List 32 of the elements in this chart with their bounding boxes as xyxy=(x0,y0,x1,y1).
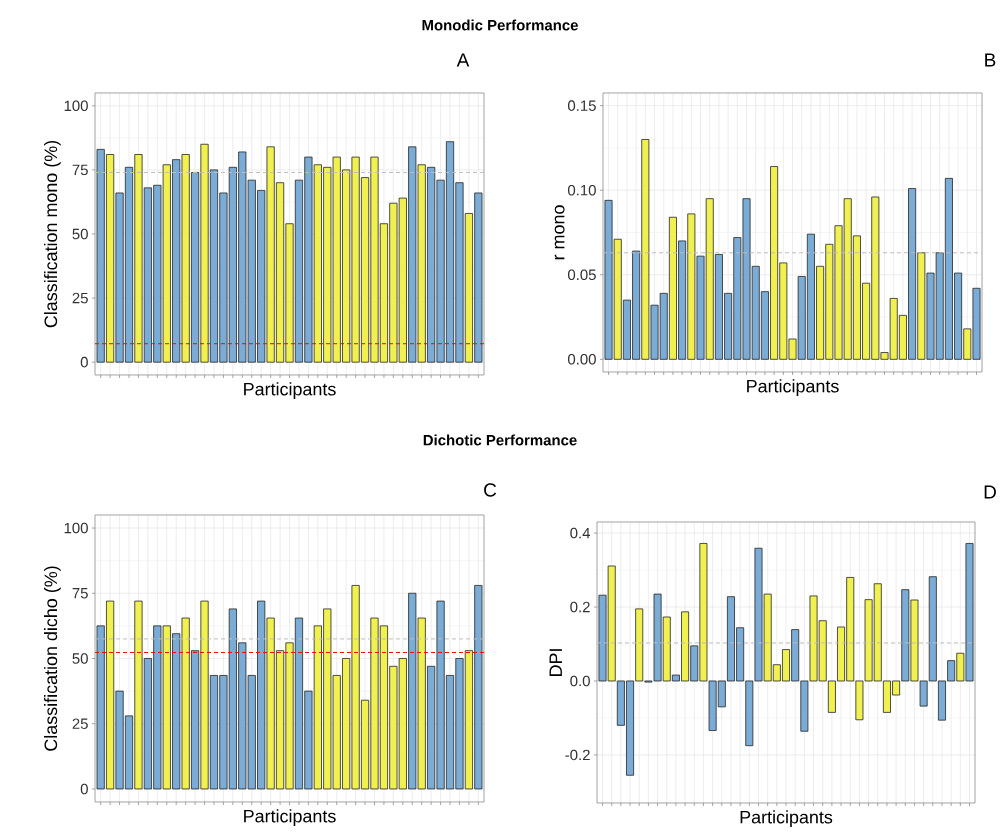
y-tick-label: 0.4 xyxy=(570,527,591,539)
y-tick-label: 25 xyxy=(72,718,88,729)
y-tick-label: 75 xyxy=(72,588,88,599)
y-tick-label: 100 xyxy=(64,522,88,534)
y-tick-label: 75 xyxy=(72,164,88,176)
y-tick-label: 0 xyxy=(80,356,88,368)
x-axis-title: Participants xyxy=(244,809,336,827)
text: B xyxy=(985,53,996,67)
y-tick-label: 0.15 xyxy=(567,100,596,111)
y-tick-label: -0.2 xyxy=(565,749,590,761)
y-axis-title: r mono xyxy=(554,205,565,260)
x-axis-title: Participants xyxy=(740,810,833,828)
y-tick-label: 25 xyxy=(72,292,88,304)
y-axis-title: Classification mono (%) xyxy=(44,140,61,328)
chart-title: Monodic Performance xyxy=(422,19,578,31)
y-tick-label: 50 xyxy=(72,653,88,664)
y-axis-title: DPI xyxy=(549,649,562,676)
y-tick-label: 0.0 xyxy=(570,675,590,687)
chart-title: Dichotic Performance xyxy=(423,434,577,446)
y-tick-label: 0.00 xyxy=(567,354,596,365)
y-tick-label: 0 xyxy=(80,783,88,795)
y-tick-label: 0.2 xyxy=(570,601,590,613)
x-axis-title: Participants xyxy=(747,379,839,397)
y-tick-label: 0.05 xyxy=(567,269,596,281)
x-axis-title: Participants xyxy=(244,382,336,400)
y-tick-label: 100 xyxy=(64,100,88,112)
y-tick-label: 0.10 xyxy=(567,184,596,196)
text: C xyxy=(484,483,497,497)
text: A xyxy=(456,53,470,67)
text: D xyxy=(984,485,996,499)
y-tick-label: 50 xyxy=(72,228,88,240)
y-axis-title: Classification dicho (%) xyxy=(44,566,61,751)
